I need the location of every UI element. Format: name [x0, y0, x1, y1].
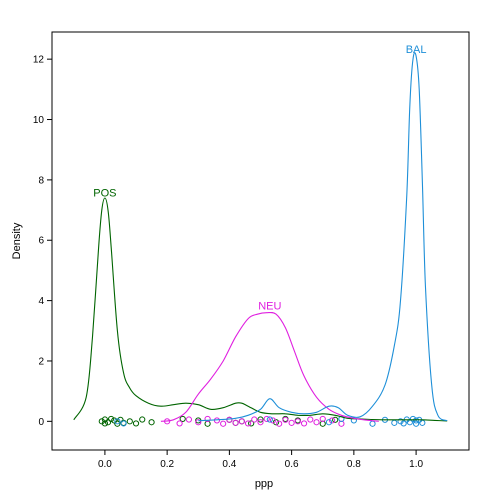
rug-point-bal: [412, 417, 420, 424]
rug-point-pos: [272, 419, 280, 426]
rug-point-bal: [325, 419, 333, 426]
rug-point-neu: [251, 416, 258, 423]
y-tick-label: 4: [38, 296, 44, 307]
rug-point-bal: [369, 420, 376, 427]
x-tick-label: 0.8: [347, 459, 361, 470]
axis-ticks: 0.0 0.2 0.4 0.6 0.8 1.0 0 2 4 6 8 10 12: [33, 55, 424, 470]
rug-point-bal: [120, 420, 127, 427]
rug-point-neu: [282, 416, 289, 423]
rug-point-neu: [328, 417, 336, 424]
series-label-pos: POS: [93, 187, 116, 199]
series-label-bal: BAL: [406, 44, 427, 56]
rug-point-neu: [257, 419, 264, 426]
rug-point-pos: [257, 416, 264, 423]
rug-point-neu: [307, 416, 314, 423]
rug-point-bal: [400, 420, 407, 427]
x-tick-label: 0.6: [285, 459, 299, 470]
y-tick-label: 0: [38, 417, 44, 428]
rug-point-pos: [126, 418, 133, 425]
rug-point-neu: [176, 420, 183, 427]
rug-point-bal: [419, 419, 426, 426]
rug-point-neu: [195, 419, 202, 426]
rug-point-pos: [179, 415, 186, 423]
rug-point-bal: [412, 420, 420, 427]
y-tick-label: 6: [38, 236, 44, 247]
density-curves: [73, 52, 448, 422]
x-tick-label: 0.2: [160, 459, 174, 470]
rug-point-neu: [244, 420, 252, 427]
rug-point-neu: [232, 419, 239, 426]
rug-point-pos: [108, 415, 115, 423]
rug-point-neu: [276, 420, 283, 427]
density-curve-bal: [198, 52, 448, 422]
rug-point-neu: [204, 415, 211, 423]
rug-point-bal: [266, 416, 273, 423]
rug-point-pos: [139, 416, 146, 423]
rug-point-pos: [111, 417, 118, 424]
y-axis-title: Density: [11, 222, 23, 259]
series-label-neu: NEU: [258, 301, 281, 313]
x-tick-label: 0.0: [98, 459, 112, 470]
rug-point-pos: [104, 419, 112, 426]
x-tick-label: 1.0: [409, 459, 423, 470]
rug-point-neu: [238, 418, 245, 425]
rug-point-pos: [332, 416, 339, 423]
density-curve-pos: [73, 197, 448, 422]
rug-point-bal: [391, 419, 398, 426]
rug-point-pos: [248, 420, 255, 427]
rug-points: [98, 415, 426, 427]
rug-point-neu: [185, 416, 193, 423]
rug-point-pos: [114, 420, 121, 427]
rug-point-neu: [319, 415, 326, 423]
series-labels: POS NEU BAL: [93, 44, 426, 313]
rug-point-neu: [269, 417, 277, 424]
rug-point-bal: [114, 418, 121, 425]
rug-point-neu: [294, 418, 301, 425]
rug-point-neu: [300, 420, 308, 427]
x-tick-label: 0.4: [222, 459, 236, 470]
x-axis-title: ppp: [255, 478, 273, 490]
y-tick-label: 12: [33, 55, 45, 66]
y-tick-label: 2: [38, 356, 44, 367]
y-tick-label: 10: [33, 115, 45, 126]
rug-point-pos: [132, 420, 140, 427]
plot-frame: [51, 31, 470, 451]
rug-point-neu: [313, 419, 320, 426]
rug-point-neu: [220, 420, 227, 427]
rug-point-neu: [263, 415, 270, 423]
rug-point-pos: [148, 419, 155, 426]
rug-point-neu: [226, 416, 233, 423]
rug-point-neu: [288, 419, 295, 426]
rug-point-bal: [409, 415, 417, 423]
density-curve-neu: [160, 311, 379, 422]
rug-point-pos: [101, 420, 109, 427]
y-tick-label: 8: [38, 175, 44, 186]
